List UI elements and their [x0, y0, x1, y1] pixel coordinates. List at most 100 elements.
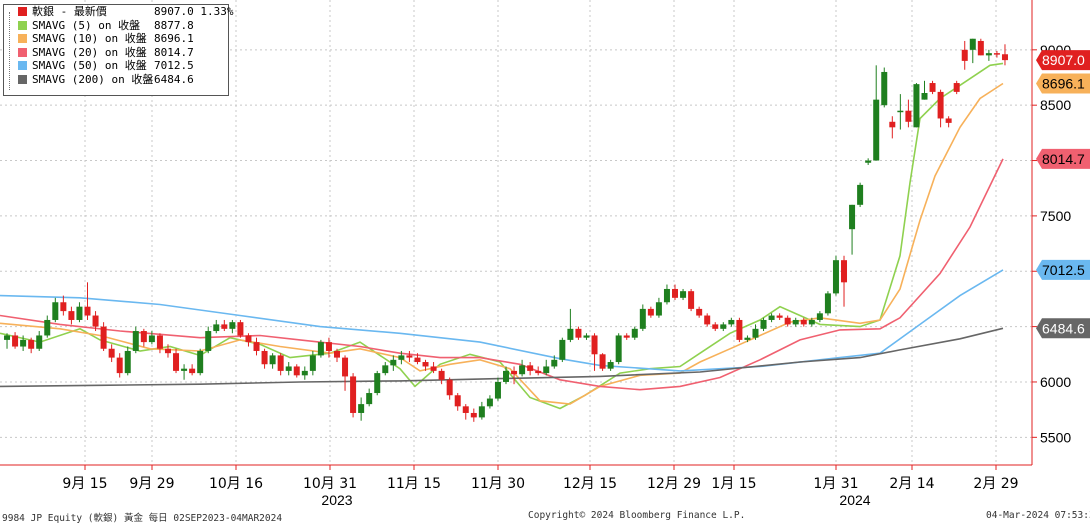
legend-label: SMAVG (50) on 收盤 — [32, 59, 147, 73]
candle-body — [583, 335, 590, 338]
value-tag-label: 6484.6 — [1042, 320, 1085, 336]
candle-body — [672, 288, 679, 298]
x-tick-label: 12月 29 — [647, 476, 701, 492]
candle-body — [599, 354, 606, 369]
candle-body — [921, 93, 928, 100]
x-tick-label: 9月 29 — [129, 476, 174, 492]
candle-body — [406, 355, 413, 358]
candle-body — [140, 331, 147, 343]
candle-body — [969, 38, 976, 50]
legend-swatch — [18, 74, 27, 84]
candle-body — [889, 121, 896, 128]
candle-body — [494, 381, 501, 399]
candle-body — [44, 319, 51, 336]
candle-body — [438, 370, 445, 380]
candle-body — [358, 404, 365, 413]
candlesticks — [4, 38, 1008, 422]
candle-body — [977, 40, 984, 56]
value-tag — [1036, 50, 1090, 71]
candle-body — [422, 362, 429, 367]
candle-body — [382, 365, 389, 374]
candle-body — [937, 91, 944, 119]
candle-body — [824, 293, 831, 314]
candle-body — [993, 53, 1000, 55]
candle-body — [591, 335, 598, 355]
candle-body — [237, 322, 244, 336]
candle-body — [744, 337, 751, 340]
candle-body — [92, 315, 99, 327]
x-tick-label: 11月 15 — [387, 476, 441, 492]
candle-body — [712, 324, 719, 329]
candle-body — [696, 308, 703, 316]
candle-body — [164, 348, 171, 354]
legend-header-value: 8907.0 1.33% — [154, 5, 234, 18]
candle-body — [173, 353, 180, 371]
candle-body — [808, 319, 815, 325]
candle-body — [446, 379, 453, 396]
candle-body — [398, 355, 405, 360]
candle-body — [792, 319, 799, 325]
ma-line — [0, 327, 1004, 388]
footer-copyright: Copyright© 2024 Bloomberg Finance L.P. — [528, 510, 746, 521]
x-tick-label: 11月 30 — [471, 476, 525, 492]
value-tag — [1036, 259, 1090, 280]
candle-body — [535, 370, 542, 374]
candle-body — [663, 288, 670, 303]
price-chart: 9月 15 9月 29 10月 16 10月 31 11月 15 11月 30 12月 15… — [0, 0, 1090, 508]
candle-body — [760, 319, 767, 329]
candle-body — [752, 328, 759, 338]
value-tag — [1036, 73, 1090, 94]
candle-body — [913, 84, 920, 128]
candle-body — [285, 366, 292, 371]
candle-body — [116, 357, 123, 374]
right-value-tags: 8907.0 8696.1 8014.7 7012.5 6484.6 — [1036, 50, 1090, 339]
candle-body — [325, 342, 332, 351]
candle-body — [462, 406, 469, 413]
candle-body — [543, 366, 550, 374]
x-tick-label: 12月 15 — [563, 476, 617, 492]
candle-body — [76, 306, 83, 320]
candle-body — [929, 83, 936, 92]
x-tick-label: 10月 16 — [209, 476, 263, 492]
candle-body — [849, 204, 856, 230]
candle-body — [374, 373, 381, 394]
legend-value: 8696.1 — [154, 32, 194, 46]
candle-body — [108, 348, 115, 358]
candle-body — [961, 49, 968, 61]
candle-body — [559, 339, 566, 360]
candle-body — [519, 365, 526, 375]
candle-body — [1001, 54, 1008, 61]
x-year-label: 2023 — [321, 492, 352, 508]
x-tick-label: 2月 14 — [889, 476, 934, 492]
candle-body — [229, 322, 236, 329]
candle-body — [865, 160, 872, 163]
candle-body — [905, 110, 912, 122]
candle-body — [52, 302, 59, 320]
legend-label: SMAVG (5) on 收盤 — [32, 18, 141, 32]
value-tag — [1036, 148, 1090, 169]
candle-body — [350, 376, 357, 413]
x-tick-label: 2月 29 — [973, 476, 1018, 492]
value-tag-label: 8014.7 — [1042, 151, 1085, 167]
candle-body — [768, 315, 775, 320]
candle-body — [309, 355, 316, 371]
legend-swatch — [18, 47, 27, 57]
candle-body — [639, 308, 646, 329]
candle-body — [945, 118, 952, 123]
x-tick-label: 10月 31 — [303, 476, 357, 492]
candle-body — [181, 368, 188, 371]
candle-body — [36, 335, 43, 349]
legend-swatch — [18, 20, 27, 30]
candle-body — [156, 335, 163, 349]
candle-body — [897, 110, 904, 113]
candle-body — [841, 260, 848, 283]
value-tag — [1036, 318, 1090, 339]
candle-body — [607, 362, 614, 369]
ma-line — [0, 158, 1004, 391]
candle-body — [615, 335, 622, 363]
value-tag-label: 8907.0 — [1042, 52, 1085, 68]
x-tick-label: 1月 31 — [813, 476, 858, 492]
legend-row-smavg-5: SMAVG (5) on 收盤 8877.8 — [4, 19, 228, 33]
value-tag-label: 7012.5 — [1042, 262, 1085, 278]
candle-body — [647, 308, 654, 316]
